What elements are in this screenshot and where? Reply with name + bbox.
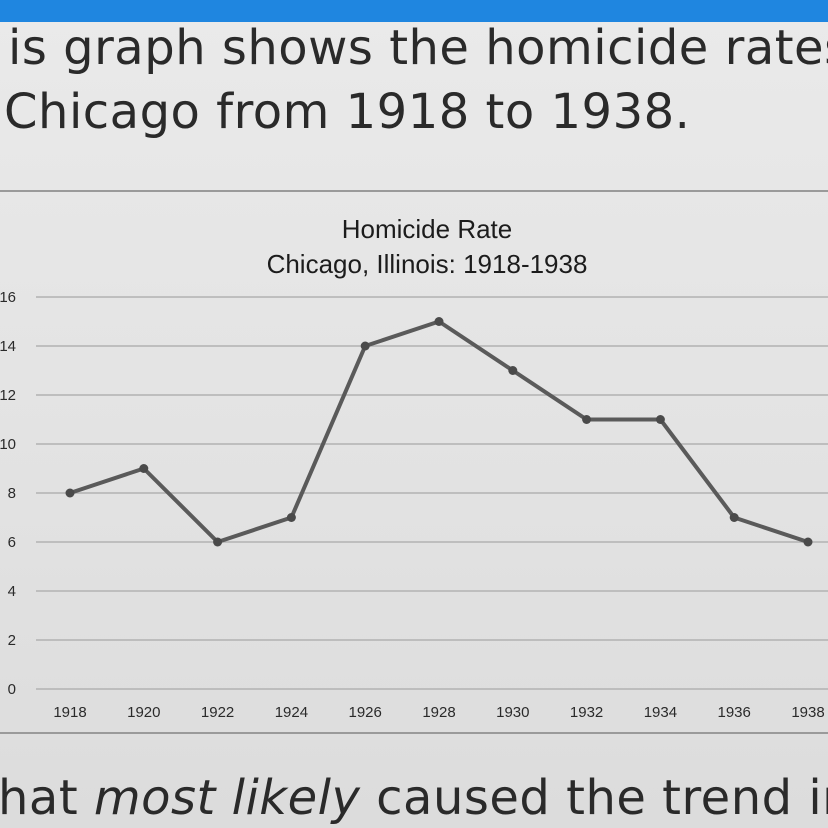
x-tick-label: 1918 [53,704,86,721]
homicide-rate-line [69,319,809,544]
homicide-rate-line-chart: Homicide Rate Chicago, Illinois: 1918-19… [0,214,828,721]
x-axis-tick-labels: 1918 1920 1922 1924 1926 1928 1930 1932 1934 1936… [53,704,824,721]
question-text-line-3-suffix: caused the trend in [360,770,828,826]
chart-bottom-border [0,732,828,734]
gridlines [36,296,828,690]
chart-subtitle: Chicago, Illinois: 1918-1938 [267,249,588,279]
y-tick-label: 8 [8,485,16,502]
x-tick-label: 1936 [718,704,751,721]
data-point-marker [508,366,518,375]
y-axis-tick-labels: 0 2 4 6 8 10 12 14 16 [0,289,16,698]
y-tick-label: 4 [8,583,16,600]
x-tick-label: 1922 [201,704,234,721]
x-tick-label: 1924 [275,704,308,721]
x-tick-label: 1920 [127,704,160,721]
y-tick-label: 12 [0,387,16,404]
data-point-marker [655,415,665,424]
data-point-marker [803,537,813,547]
data-point-marker [65,488,75,498]
question-emphasis: most likely [93,770,361,826]
data-point-marker [582,415,592,424]
data-point-marker [729,513,739,522]
y-tick-label: 10 [0,436,16,453]
x-tick-label: 1928 [422,704,455,721]
y-tick-label: 0 [8,681,16,698]
x-tick-label: 1930 [496,704,529,721]
data-point-marker [213,537,223,547]
y-tick-label: 16 [0,289,16,306]
y-tick-label: 14 [0,338,16,355]
chart-top-border [0,190,828,192]
chart-title: Homicide Rate [342,214,513,244]
homicide-rate-series [65,317,813,547]
question-text-line-1: is graph shows the homicide rates [8,20,828,76]
data-point-marker [286,513,296,522]
y-tick-label: 6 [8,534,16,551]
x-tick-label: 1926 [349,704,382,721]
x-tick-label: 1932 [570,704,603,721]
data-point-marker [360,341,370,351]
question-text-line-3-prefix: hat [0,770,94,826]
y-tick-label: 2 [8,632,16,649]
question-text-line-2: Chicago from 1918 to 1938. [4,84,691,140]
top-bar [0,0,828,22]
x-tick-label: 1938 [791,704,824,721]
data-point-marker [139,464,149,473]
x-tick-label: 1934 [644,704,677,721]
question-text-line-3: hat most likely caused the trend in [0,770,828,826]
data-point-marker [434,317,444,326]
